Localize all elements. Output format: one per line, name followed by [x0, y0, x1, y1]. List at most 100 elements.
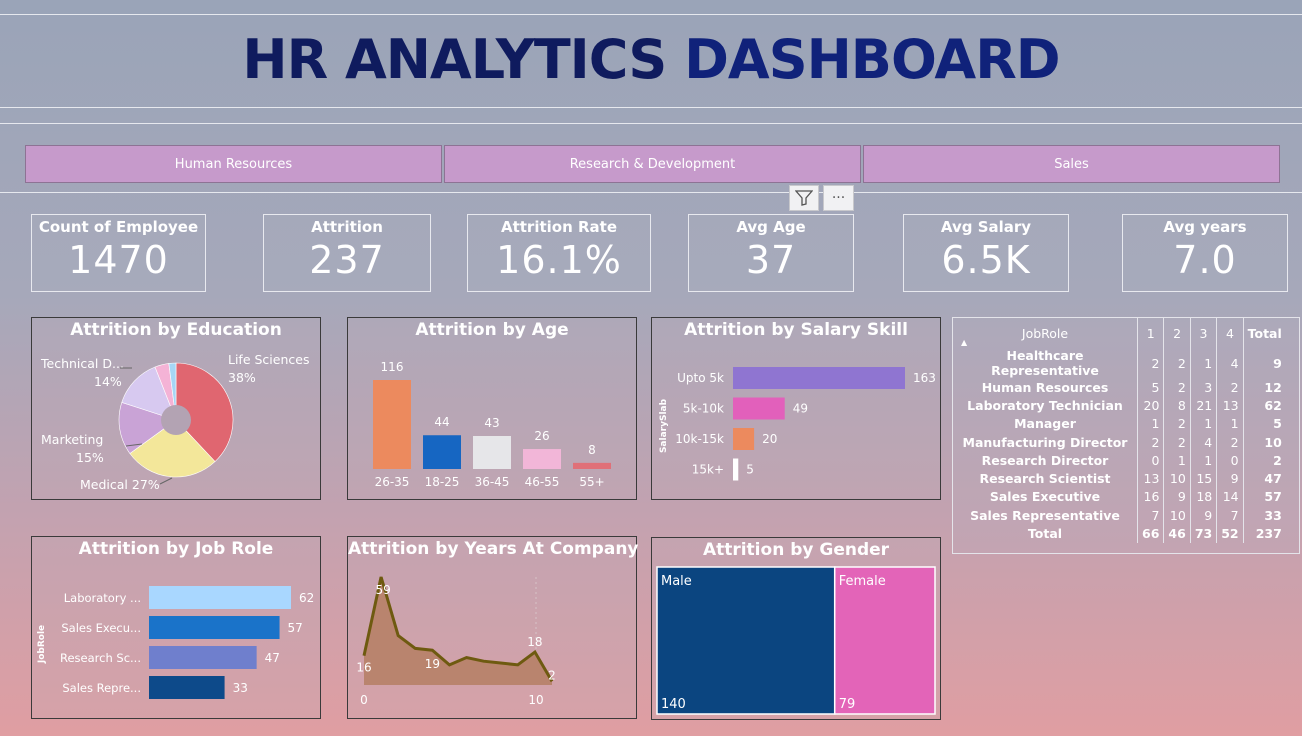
chart-attrition-by-gender[interactable]: Attrition by Gender Male 140 Female 79	[651, 537, 941, 720]
slicer-label: Sales	[1054, 156, 1089, 172]
kpi-attrition-rate: Attrition Rate 16.1%	[467, 214, 651, 292]
matrix-row[interactable]: Research Scientist 13 10 15 9 47	[953, 469, 1286, 488]
kpi-value: 1470	[68, 238, 169, 282]
pie-hole	[161, 405, 191, 435]
matrix-value-cell: 16	[1136, 487, 1164, 507]
age-tick-label: 46-55	[525, 475, 560, 489]
matrix-row[interactable]: Laboratory Technician 20 8 21 13 62	[953, 396, 1286, 415]
age-data-label: 43	[484, 416, 499, 430]
kpi-value: 237	[309, 238, 385, 282]
matrix-total-cell: 237	[1242, 524, 1286, 543]
years-line	[362, 576, 554, 683]
matrix-row[interactable]: Sales Executive 16 9 18 14 57	[953, 487, 1286, 507]
matrix-value-cell: 7	[1136, 506, 1164, 525]
years-data-label: 19	[425, 657, 440, 671]
age-tick-label: 36-45	[475, 475, 510, 489]
age-data-label: 116	[381, 360, 404, 374]
jobrole-bar	[149, 586, 291, 609]
matrix-value-cell: 5	[1136, 378, 1164, 397]
matrix-total-cell: 57	[1242, 487, 1286, 507]
page-title: HR ANALYTICS DASHBOARD	[0, 28, 1302, 91]
matrix-value-cell: 13	[1216, 396, 1244, 415]
matrix-value-cell: 7	[1216, 506, 1244, 525]
matrix-row[interactable]: Manufacturing Director 2 2 4 2 10	[953, 432, 1286, 452]
pie-label: Life Sciences	[228, 352, 309, 367]
pie-leader-line	[159, 477, 173, 485]
matrix-value-cell: 1	[1189, 348, 1217, 378]
matrix-value-cell: 1	[1163, 451, 1191, 470]
kpi-label: Count of Employee	[38, 218, 199, 236]
age-bar-svg: 116 26-35 44 18-25 43 36-45 26 46-55 8 55+	[373, 360, 611, 489]
matrix-row[interactable]: Healthcare Representative 2 2 1 4 9	[953, 348, 1286, 378]
gender-tile-value: 140	[661, 697, 686, 712]
filter-icon[interactable]	[789, 185, 819, 211]
matrix-total-cell: 2	[1242, 451, 1286, 470]
chart-attrition-by-age[interactable]: Attrition by Age 116 26-35 44 18-25 43 36-45 2…	[347, 317, 637, 500]
matrix-table: JobRole ▲ 1 2 3 4 Total Healthcare Repre…	[953, 318, 1286, 543]
gender-tile-value: 79	[839, 697, 856, 712]
years-area-svg: 16 59 19 18 2 0 10	[356, 576, 556, 707]
matrix-total-cell: 62	[1242, 396, 1286, 415]
matrix-role-cell: Manufacturing Director	[962, 434, 1128, 450]
chart-title: Attrition by Salary Skill	[684, 320, 908, 340]
kpi-avg-salary: Avg Salary 6.5K	[903, 214, 1069, 292]
gender-tile	[833, 566, 936, 715]
jobrole-tick-label: Sales Execu...	[61, 621, 141, 635]
kpi-label: Attrition	[311, 218, 383, 236]
matrix-value-cell: 73	[1189, 524, 1217, 543]
slicer-research-development[interactable]: Research & Development	[444, 145, 861, 183]
years-data-label: 16	[356, 661, 371, 675]
matrix-value-cell: 13	[1136, 469, 1164, 488]
matrix-row[interactable]: Research Director 0 1 1 0 2	[953, 451, 1286, 470]
chart-attrition-by-education[interactable]: Attrition by Education Life Sciences 38% T…	[31, 317, 321, 500]
slicer-label: Human Resources	[174, 156, 293, 172]
chart-title: Attrition by Education	[70, 320, 282, 340]
pie-label: Medical 27%	[80, 477, 160, 492]
education-pie-svg: Life Sciences 38% Technical D... 14% Marketi…	[40, 352, 309, 492]
matrix-row[interactable]: Sales Representative 7 10 9 7 33	[953, 506, 1286, 525]
matrix-total-cell: 33	[1242, 506, 1286, 525]
matrix-value-cell: 66	[1136, 524, 1164, 543]
pie-label-pct: 38%	[228, 370, 256, 385]
matrix-value-cell: 2	[1163, 414, 1191, 433]
slicer-sales[interactable]: Sales	[863, 145, 1280, 183]
matrix-header-col: 4	[1216, 318, 1244, 348]
years-tick-label: 0	[360, 693, 368, 707]
slicer-human-resources[interactable]: Human Resources	[25, 145, 442, 183]
gender-tile-label: Female	[839, 574, 886, 589]
matrix-header-col: 2	[1163, 318, 1191, 348]
gender-tile	[656, 566, 836, 715]
salary-axis-title: SalarySlab	[659, 398, 669, 453]
matrix-value-cell: 1	[1189, 414, 1217, 433]
kpi-value: 6.5K	[941, 238, 1031, 282]
salary-tick-label: 5k-10k	[683, 402, 724, 416]
matrix-total-cell: 5	[1242, 414, 1286, 433]
jobrole-tick-label: Laboratory ...	[64, 591, 141, 605]
title-part-1: HR ANALYTICS	[242, 28, 667, 91]
jobrole-bar-svg: 62 Laboratory ... 57 Sales Execu... 47 Resear…	[37, 586, 314, 699]
sort-asc-icon[interactable]: ▲	[961, 338, 968, 347]
matrix-value-cell: 46	[1163, 524, 1191, 543]
chart-attrition-by-years[interactable]: Attrition by Years At Company 16 59 19 18 2 0…	[347, 536, 639, 719]
kpi-count-of-employee: Count of Employee 1470	[31, 214, 206, 292]
chart-attrition-by-salary[interactable]: Attrition by Salary Skill 163 Upto 5k 49 5k…	[651, 317, 941, 500]
jobrole-matrix[interactable]: JobRole ▲ 1 2 3 4 Total Healthcare Repre…	[952, 317, 1300, 554]
age-tick-label: 26-35	[375, 475, 410, 489]
gender-treemap-svg: Male 140 Female 79	[656, 566, 936, 715]
matrix-value-cell: 1	[1216, 414, 1244, 433]
matrix-header-col: 1	[1136, 318, 1164, 348]
matrix-row[interactable]: Manager 1 2 1 1 5	[953, 414, 1286, 433]
more-options-icon[interactable]: ···	[823, 185, 854, 211]
chart-attrition-by-job-role[interactable]: Attrition by Job Role 62 Laboratory ... 57…	[31, 536, 321, 719]
matrix-value-cell: 2	[1136, 432, 1164, 452]
matrix-value-cell: 2	[1163, 378, 1191, 397]
matrix-header-jobrole[interactable]: JobRole ▲	[953, 318, 1138, 348]
age-tick-label: 18-25	[425, 475, 460, 489]
matrix-value-cell: 9	[1163, 487, 1191, 507]
matrix-row[interactable]: Total 66 46 73 52 237	[953, 524, 1286, 543]
matrix-row[interactable]: Human Resources 5 2 3 2 12	[953, 378, 1286, 397]
kpi-attrition: Attrition 237	[263, 214, 431, 292]
matrix-role-cell: Total	[1027, 526, 1063, 542]
age-bar	[373, 380, 411, 469]
matrix-header-col: 3	[1189, 318, 1217, 348]
